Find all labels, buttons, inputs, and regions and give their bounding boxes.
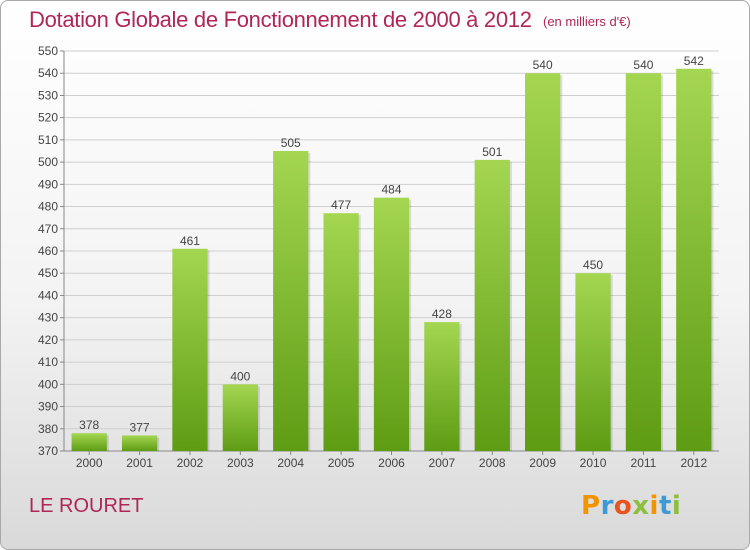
y-tick-labels: 370 380 390 400 410 420 430 440 450 460 470 480 490 5… — [38, 44, 58, 458]
y-tick-label: 520 — [38, 111, 58, 125]
bar — [525, 73, 561, 451]
place-name: LE ROURET — [29, 495, 144, 517]
x-tick-label: 2004 — [277, 456, 304, 470]
chart-title: Dotation Globale de Fonctionnement de 20… — [29, 7, 532, 32]
y-tick-label: 510 — [38, 133, 58, 147]
data-label: 501 — [482, 145, 502, 159]
y-tick-label: 380 — [38, 422, 58, 436]
data-label: 477 — [331, 198, 351, 212]
y-tick-label: 450 — [38, 266, 58, 280]
data-label: 461 — [180, 234, 200, 248]
x-tick-label: 2007 — [429, 456, 456, 470]
x-tick-label: 2010 — [580, 456, 607, 470]
data-label: 505 — [281, 136, 301, 150]
x-tick-labels: 2000 2001 2002 2003 2004 2005 2006 2007 2008 2009… — [76, 451, 707, 470]
x-tick-label: 2012 — [680, 456, 707, 470]
data-label: 484 — [381, 183, 401, 197]
bar — [222, 384, 258, 451]
logo-letter: t — [658, 491, 672, 521]
y-tick-label: 540 — [38, 66, 58, 80]
logo-letter: P — [581, 491, 601, 521]
y-tick-label: 390 — [38, 400, 58, 414]
bar — [172, 248, 208, 451]
logo-letter: i — [649, 491, 659, 521]
logo-letter: i — [671, 491, 682, 521]
y-tick-label: 460 — [38, 244, 58, 258]
bar — [424, 322, 460, 451]
x-tick-label: 2003 — [227, 456, 254, 470]
data-label: 540 — [533, 58, 553, 72]
y-tick-label: 470 — [38, 222, 58, 236]
x-tick-label: 2008 — [479, 456, 506, 470]
data-label: 378 — [79, 418, 99, 432]
data-label: 540 — [633, 58, 653, 72]
x-tick-label: 2001 — [126, 456, 153, 470]
bar — [676, 68, 712, 452]
y-tick-label: 490 — [38, 177, 58, 191]
logo-letter: x — [632, 491, 650, 521]
chart-subtitle: (en milliers d'€) — [543, 14, 631, 29]
x-tick-label: 2002 — [177, 456, 204, 470]
y-tick-label: 550 — [38, 44, 58, 58]
data-label: 428 — [432, 307, 452, 321]
y-tick-label: 430 — [38, 311, 58, 325]
bar — [71, 433, 107, 451]
y-tick-label: 370 — [38, 444, 58, 458]
bar — [474, 159, 510, 451]
x-tick-label: 2009 — [529, 456, 556, 470]
y-tick-label: 480 — [38, 200, 58, 214]
data-label: 450 — [583, 258, 603, 272]
y-tick-label: 400 — [38, 377, 58, 391]
y-tick-label: 410 — [38, 355, 58, 369]
data-label: 400 — [230, 369, 250, 383]
bar — [323, 213, 359, 451]
bar — [625, 73, 662, 451]
y-tick-label: 500 — [38, 155, 58, 169]
y-tick-label: 440 — [38, 288, 58, 302]
y-tick-label: 420 — [38, 333, 58, 347]
y-tick-label: 530 — [38, 88, 58, 102]
x-tick-label: 2006 — [378, 456, 405, 470]
data-label: 377 — [130, 420, 150, 434]
bar — [121, 435, 158, 451]
proxiti-logo: Proxiti — [581, 491, 681, 521]
bars — [71, 68, 714, 452]
bar — [273, 151, 309, 451]
logo-letter: o — [613, 491, 633, 521]
data-label: 542 — [684, 54, 704, 68]
bar — [575, 273, 611, 451]
x-tick-label: 2011 — [631, 456, 657, 470]
bar — [373, 197, 410, 451]
x-tick-label: 2005 — [328, 456, 355, 470]
x-tick-label: 2000 — [76, 456, 103, 470]
logo-letter: r — [600, 491, 614, 521]
data-labels: 378 377 461 400 505 477 484 428 501 540 450 540 542 — [79, 54, 704, 435]
